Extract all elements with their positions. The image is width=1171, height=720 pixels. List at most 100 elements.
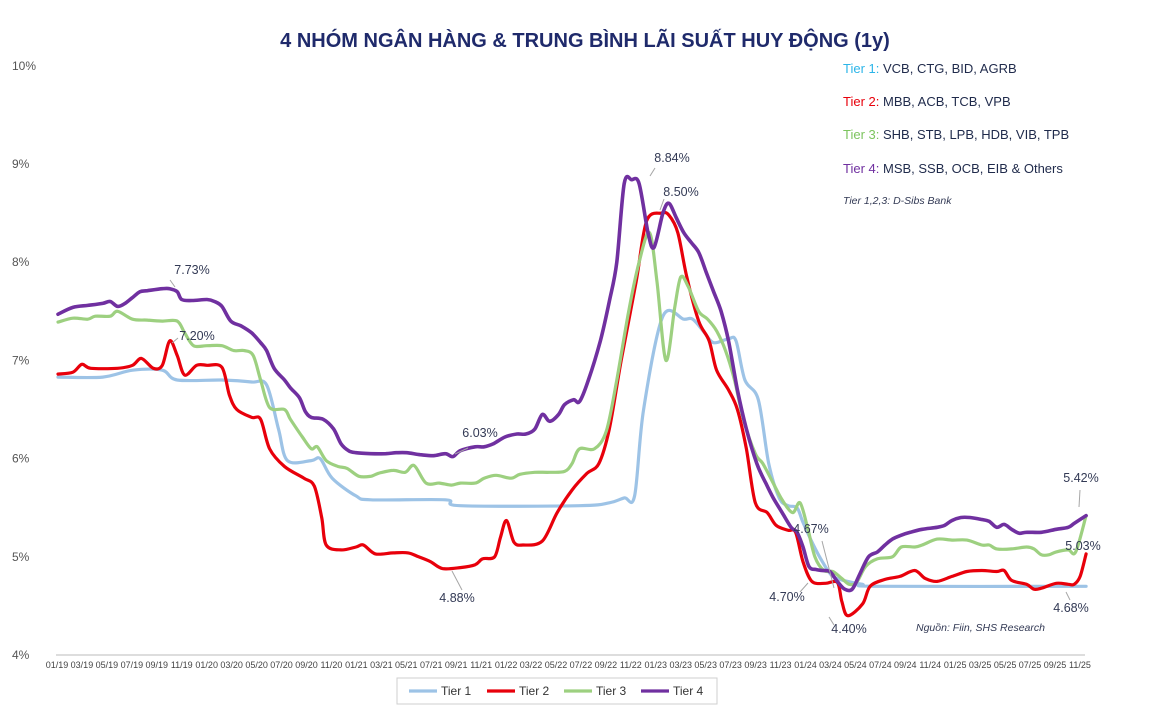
- annotation-leader: [169, 279, 176, 288]
- x-tick-label: 09/21: [445, 660, 468, 670]
- x-tick-label: 09/25: [1044, 660, 1067, 670]
- annotation-label: 4.70%: [769, 590, 804, 604]
- x-tick-label: 09/24: [894, 660, 917, 670]
- chart-title: 4 NHÓM NGÂN HÀNG & TRUNG BÌNH LÃI SUẤT H…: [280, 28, 890, 52]
- x-tick-label: 07/23: [719, 660, 742, 670]
- legend-label: Tier 1: [441, 684, 472, 698]
- tier-legend-item: Tier 3: SHB, STB, LPB, HDB, VIB, TPB: [843, 127, 1069, 142]
- legend-label: Tier 3: [596, 684, 627, 698]
- x-tick-label: 07/25: [1019, 660, 1042, 670]
- annotation-leader: [451, 570, 463, 591]
- tier-legend-tier: Tier 1:: [843, 61, 883, 76]
- y-tick-label: 7%: [12, 353, 30, 367]
- x-tick-label: 03/24: [819, 660, 842, 670]
- y-tick-label: 5%: [12, 550, 30, 564]
- tier-legend-banks: VCB, CTG, BID, AGRB: [883, 61, 1017, 76]
- series-line-tier-4: [56, 174, 1088, 593]
- annotation-leader: [1078, 489, 1081, 508]
- annotation-label: 7.73%: [174, 263, 209, 277]
- x-tick-label: 01/25: [944, 660, 967, 670]
- tier-legend-tier: Tier 4:: [843, 161, 883, 176]
- annotation-leader: [171, 337, 179, 344]
- x-tick-label: 07/22: [570, 660, 593, 670]
- annotation-label: 4.88%: [439, 591, 474, 605]
- series-lines: [56, 174, 1088, 618]
- annotation-label: 6.03%: [462, 426, 497, 440]
- annotation-label: 4.68%: [1053, 601, 1088, 615]
- x-tick-label: 03/25: [969, 660, 992, 670]
- annotation-leader: [828, 616, 835, 626]
- x-tick-label: 05/25: [994, 660, 1017, 670]
- series-line-tier-3: [56, 230, 1088, 587]
- annotation-label: 8.84%: [654, 151, 689, 165]
- legend-label: Tier 2: [519, 684, 550, 698]
- x-tick-label: 11/19: [171, 660, 193, 670]
- x-tick-label: 05/22: [545, 660, 568, 670]
- annotation-leader: [659, 198, 665, 211]
- x-axis: 01/19 03/19 05/19 07/19 09/19 11/19 01/20 03/20…: [46, 660, 1091, 670]
- tier-legend-item: Tier 4: MSB, SSB, OCB, EIB & Others: [843, 161, 1063, 176]
- tier-legend-banks: SHB, STB, LPB, HDB, VIB, TPB: [883, 127, 1069, 142]
- x-tick-label: 07/24: [869, 660, 892, 670]
- x-tick-label: 09/23: [744, 660, 767, 670]
- x-tick-label: 01/22: [495, 660, 518, 670]
- tier-legend-banks: MSB, SSB, OCB, EIB & Others: [883, 161, 1063, 176]
- x-tick-label: 11/23: [770, 660, 792, 670]
- x-tick-label: 11/22: [620, 660, 642, 670]
- y-tick-label: 9%: [12, 157, 30, 171]
- x-tick-label: 03/20: [220, 660, 243, 670]
- annotation-label: 4.67%: [793, 522, 828, 536]
- y-axis: 4% 5% 6% 7% 8% 9% 10%: [12, 59, 36, 662]
- x-tick-label: 09/19: [146, 660, 169, 670]
- x-tick-label: 05/24: [844, 660, 867, 670]
- tier-legend-item: Tier 2: MBB, ACB, TCB, VPB: [843, 94, 1011, 109]
- x-tick-label: 11/25: [1069, 660, 1091, 670]
- x-tick-label: 01/24: [794, 660, 817, 670]
- y-tick-label: 8%: [12, 255, 30, 269]
- x-tick-label: 01/23: [645, 660, 668, 670]
- x-tick-label: 03/22: [520, 660, 543, 670]
- annotation-label: 8.50%: [663, 185, 698, 199]
- annotation-leader: [799, 582, 809, 593]
- x-tick-label: 05/20: [245, 660, 268, 670]
- x-tick-label: 03/21: [370, 660, 393, 670]
- x-tick-label: 01/19: [46, 660, 69, 670]
- x-tick-label: 05/21: [395, 660, 418, 670]
- dsib-note: Tier 1,2,3: D-Sibs Bank: [843, 195, 952, 207]
- y-tick-label: 10%: [12, 59, 36, 73]
- annotation-leader: [454, 447, 469, 455]
- y-tick-label: 6%: [12, 452, 30, 466]
- tier-legend-banks: MBB, ACB, TCB, VPB: [883, 94, 1011, 109]
- annotation-label: 7.20%: [179, 329, 214, 343]
- x-tick-label: 01/20: [195, 660, 218, 670]
- annotation-leader: [821, 540, 835, 589]
- annotation-leader: [649, 167, 656, 177]
- tier-legend-item: Tier 1: VCB, CTG, BID, AGRB: [843, 61, 1017, 76]
- x-tick-label: 09/20: [295, 660, 318, 670]
- x-tick-label: 05/19: [96, 660, 119, 670]
- x-tick-label: 09/22: [595, 660, 618, 670]
- x-tick-label: 07/19: [121, 660, 144, 670]
- tier-legend: Tier 1: VCB, CTG, BID, AGRB Tier 2: MBB, …: [843, 61, 1069, 176]
- x-tick-label: 07/21: [420, 660, 443, 670]
- x-tick-label: 01/21: [345, 660, 368, 670]
- x-tick-label: 05/23: [694, 660, 717, 670]
- annotation-label: 5.42%: [1063, 471, 1098, 485]
- annotation-label: 5.03%: [1065, 539, 1100, 553]
- bottom-legend: Tier 1 Tier 2 Tier 3 Tier 4: [409, 684, 704, 698]
- series-line-tier-2: [56, 210, 1088, 618]
- tier-legend-tier: Tier 2:: [843, 94, 883, 109]
- x-tick-label: 07/20: [270, 660, 293, 670]
- x-tick-label: 03/19: [71, 660, 94, 670]
- source-note: Nguồn: Fiin, SHS Research: [916, 622, 1045, 634]
- x-tick-label: 11/20: [321, 660, 343, 670]
- tier-legend-tier: Tier 3:: [843, 127, 883, 142]
- y-tick-label: 4%: [12, 648, 30, 662]
- annotation-leader: [1065, 591, 1071, 601]
- x-tick-label: 11/24: [919, 660, 941, 670]
- series-line-tier-1: [56, 308, 1088, 589]
- annotations: 7.73% 7.20% 6.03% 4.88% 8.84% 8.50% 4.67% 4.70%…: [174, 151, 1100, 636]
- annotation-label: 4.40%: [831, 622, 866, 636]
- x-tick-label: 03/23: [669, 660, 692, 670]
